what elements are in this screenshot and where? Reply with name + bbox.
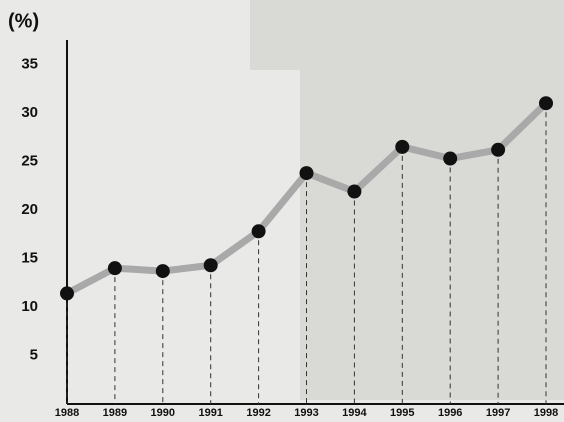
x-tick-label: 1996 [438, 407, 462, 419]
y-tick-label: 35 [21, 55, 38, 72]
y-tick-label: 15 [21, 249, 38, 266]
background-panel [250, 0, 564, 70]
data-point [395, 139, 410, 154]
x-tick-label: 1994 [342, 407, 367, 419]
data-point [491, 142, 506, 157]
chart-title: (%) [8, 10, 39, 32]
data-point [299, 166, 314, 181]
data-point [347, 184, 362, 199]
data-point [539, 96, 553, 111]
data-point [107, 261, 122, 276]
x-tick-label: 1990 [151, 407, 175, 419]
x-tick-label: 1995 [390, 407, 414, 419]
x-tick-label: 1991 [198, 407, 222, 419]
x-tick-label: 1993 [294, 407, 318, 419]
y-tick-label: 30 [21, 104, 38, 121]
y-tick-label: 25 [21, 152, 38, 169]
data-point [155, 264, 170, 279]
data-point [60, 286, 74, 301]
data-point [251, 224, 266, 239]
x-tick-label: 1997 [486, 407, 510, 419]
x-tick-label: 1989 [103, 407, 127, 419]
x-tick-label: 1998 [534, 407, 558, 419]
y-tick-label: 5 [30, 346, 38, 363]
y-tick-label: 20 [21, 201, 38, 218]
data-point [203, 258, 218, 273]
x-tick-label: 1988 [55, 407, 79, 419]
y-tick-label: 10 [21, 298, 38, 315]
data-point [443, 151, 458, 166]
background-panel [300, 60, 564, 400]
x-tick-label: 1992 [246, 407, 270, 419]
